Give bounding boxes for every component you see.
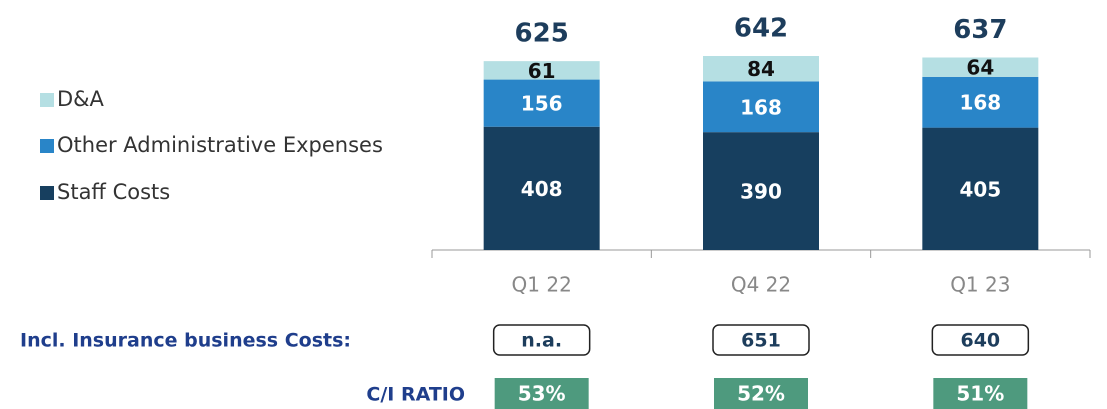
bar-segment (922, 127, 1039, 250)
segment-label: 390 (740, 180, 782, 204)
segment-label: 405 (959, 177, 1001, 201)
x-tick-label: Q4 22 (731, 273, 791, 297)
x-tick-label: Q1 22 (512, 273, 572, 297)
total-label: 625 (515, 19, 569, 49)
total-label: 637 (953, 15, 1007, 45)
bar-segment (703, 132, 819, 250)
legend-label: Staff Costs (57, 180, 170, 204)
ratio-box (714, 378, 808, 409)
bar-segment (703, 56, 819, 82)
x-tick-label: Q1 23 (950, 273, 1010, 297)
bar-segment (483, 126, 600, 250)
legend-swatch (40, 139, 54, 153)
insurance-value: n.a. (521, 330, 562, 352)
segment-label: 61 (528, 59, 556, 83)
segment-label: 156 (521, 92, 563, 116)
insurance-box (492, 324, 591, 356)
segment-label: 64 (966, 56, 994, 80)
segment-label: 168 (740, 95, 782, 119)
legend-swatch (40, 186, 54, 200)
segment-label: 168 (959, 91, 1001, 115)
ratio-value: 51% (956, 382, 1004, 406)
bar-segment (483, 61, 600, 80)
insurance-value: 640 (960, 330, 1000, 352)
bar-segment (703, 81, 819, 133)
ratio-box (494, 378, 589, 409)
legend-label: D&A (57, 87, 105, 111)
legend-swatch (40, 93, 54, 107)
segment-label: 408 (521, 177, 563, 201)
ratio-label: C/I RATIO (366, 384, 465, 406)
bar-segment (922, 57, 1039, 77)
ratio-value: 52% (737, 382, 785, 406)
bar-segment (483, 79, 600, 127)
segment-label: 84 (747, 57, 775, 81)
insurance-box (931, 324, 1030, 356)
insurance-label: Incl. Insurance business Costs: (20, 330, 351, 352)
ratio-value: 53% (518, 382, 566, 406)
legend-label: Other Administrative Expenses (57, 133, 383, 157)
total-label: 642 (734, 14, 788, 44)
insurance-box (712, 324, 810, 356)
insurance-value: 651 (741, 330, 781, 352)
bar-segment (922, 76, 1039, 128)
ratio-box (933, 378, 1028, 409)
